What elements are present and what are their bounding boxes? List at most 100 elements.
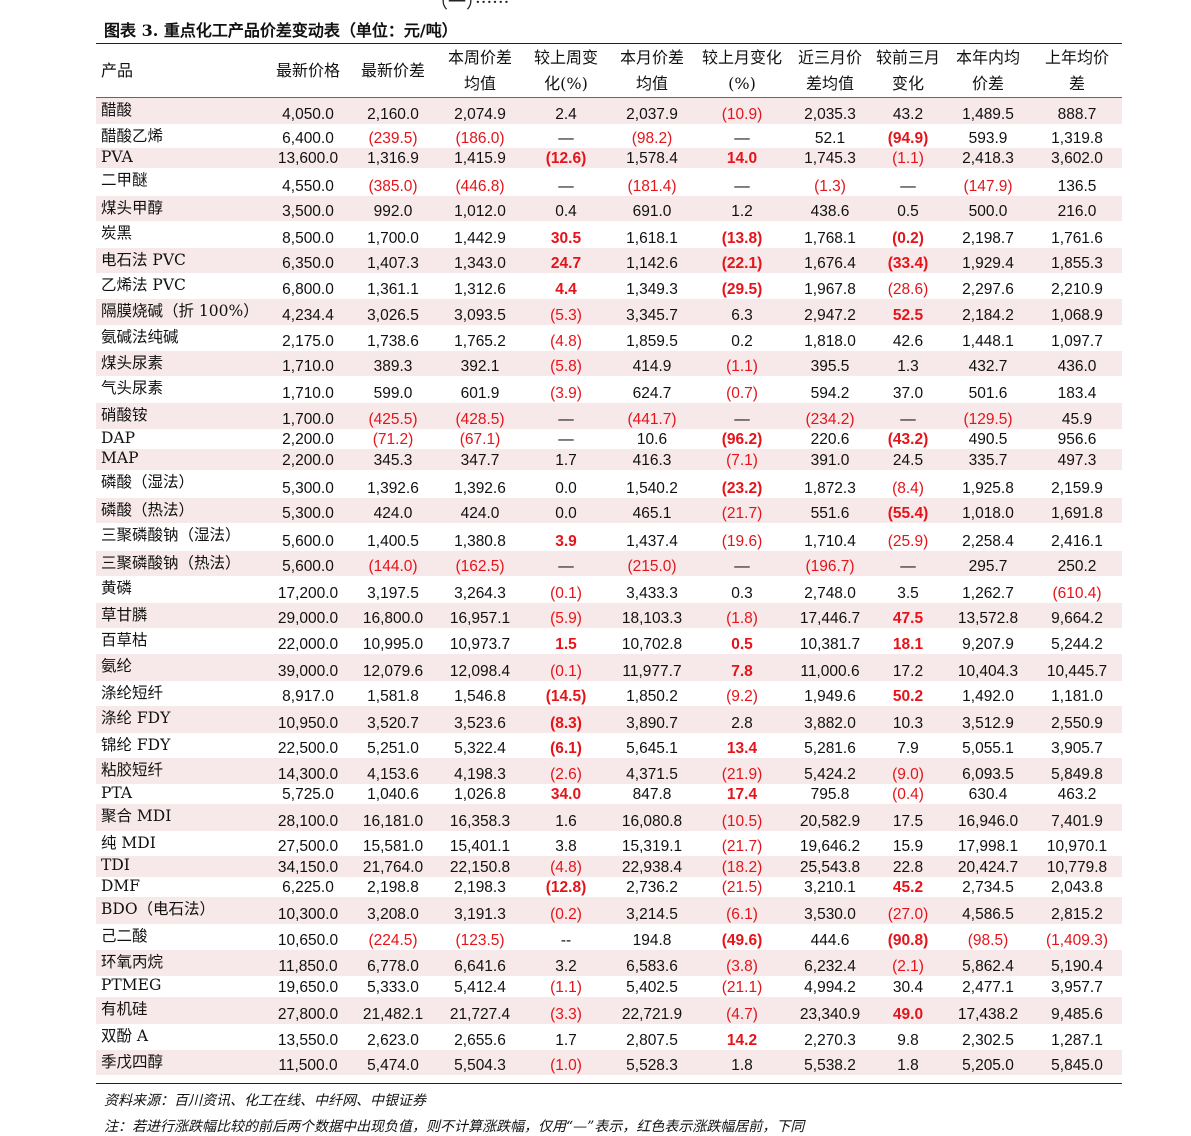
value-cell: (3.8) [696, 949, 788, 976]
value-cell: (2.1) [872, 949, 944, 976]
value-cell: 2,159.9 [1051, 479, 1103, 497]
value-cell: 10,970.1 [1046, 837, 1108, 855]
value-cell: — [872, 550, 944, 576]
value-cell: 795.8 [810, 785, 850, 803]
value-cell: 21,482.1 [350, 996, 436, 1024]
product-name-cell: 涤纶短纤 [101, 683, 164, 702]
value-cell: (55.4) [872, 497, 944, 523]
value-cell: 424.0 [436, 497, 524, 523]
value-cell: (123.5) [455, 931, 505, 949]
table-row: MAP 2,200.0 345.3 347.7 1.7 416.3 (7.1) 391.0 24… [96, 448, 1122, 470]
product-name-cell: 醋酸 [96, 97, 266, 124]
value-cell: 19,646.2 [799, 837, 861, 855]
value-cell: 3,530.0 [788, 896, 872, 924]
value-cell: 10,404.3 [944, 653, 1032, 681]
value-cell: 395.5 [788, 350, 872, 376]
value-cell: (4.7) [696, 996, 788, 1024]
value-cell: 5,244.2 [1051, 635, 1103, 653]
value-cell: (25.9) [887, 532, 929, 550]
product-name-cell: 三聚磷酸钠（湿法） [101, 525, 241, 544]
value-cell: (12.8) [545, 878, 587, 896]
value-cell: 16,181.0 [350, 803, 436, 831]
value-cell: 12,098.4 [436, 653, 524, 681]
column-header: 较前三月 变化 [872, 45, 944, 98]
product-name-cell: 二甲醚 [101, 170, 148, 189]
value-cell: 691.0 [608, 195, 696, 221]
value-cell: (1.8) [696, 602, 788, 628]
value-cell: 5,412.4 [454, 978, 506, 996]
value-cell: 10,973.7 [449, 635, 511, 653]
product-name-cell: 有机硅 [96, 996, 266, 1024]
value-cell: 1,068.9 [1032, 298, 1122, 325]
value-cell: 3,214.5 [608, 896, 696, 924]
value-cell: 956.6 [1057, 430, 1097, 448]
value-cell: 335.7 [944, 448, 1032, 470]
value-cell: 3,093.5 [436, 298, 524, 325]
column-header-line: 近三月价 [797, 48, 862, 67]
value-cell: 6,232.4 [788, 949, 872, 976]
value-cell: 463.2 [1057, 785, 1097, 803]
column-header-line: 本年内均 [955, 48, 1020, 67]
table-row: 纯 MDI 27,500.0 15,581.0 15,401.1 3.8 15,319.1… [96, 831, 1122, 856]
value-cell: 21,764.0 [350, 855, 436, 877]
value-cell: 22.8 [872, 855, 944, 877]
value-cell: 5,402.5 [626, 978, 678, 996]
value-cell: 2,198.7 [962, 229, 1014, 247]
value-cell: 1.8 [872, 1049, 944, 1075]
value-cell: 3,264.3 [454, 584, 506, 602]
value-cell: 4,234.4 [266, 298, 350, 325]
table-row: TDI 34,150.0 21,764.0 22,150.8 (4.8) 22,938.4… [96, 855, 1122, 877]
value-cell: 52.1 [814, 129, 846, 147]
value-cell: — [900, 177, 916, 195]
column-header-line: 较上周变 [533, 48, 598, 67]
value-cell: 2,748.0 [804, 584, 856, 602]
product-name-cell: 磷酸（热法） [96, 497, 266, 523]
value-cell: 1,738.6 [367, 332, 419, 350]
table-top-rule [96, 43, 1122, 44]
value-cell: (21.7) [696, 497, 788, 523]
value-cell: (98.2) [631, 129, 673, 147]
value-cell: 136.5 [1057, 177, 1097, 195]
value-cell: 1,448.1 [962, 332, 1014, 350]
value-cell: (6.1) [550, 739, 582, 757]
value-cell: 43.2 [872, 97, 944, 124]
value-cell: (14.5) [545, 687, 587, 705]
table-row: 醋酸 4,050.0 2,160.0 2,074.9 2.4 2,037.9 (10.9) 2… [96, 97, 1122, 124]
value-cell: 847.8 [632, 785, 672, 803]
value-cell: (21.9) [696, 757, 788, 784]
column-header-line: (%) [728, 74, 756, 93]
table-body: 醋酸 4,050.0 2,160.0 2,074.9 2.4 2,037.9 (10.9) 2… [96, 97, 1122, 1075]
value-cell: 2,734.5 [962, 878, 1014, 896]
value-cell: 2,297.6 [962, 280, 1014, 298]
value-cell: (8.3) [524, 705, 608, 733]
value-cell: 1,380.8 [454, 532, 506, 550]
table-row: 双酚 A 13,550.0 2,623.0 2,655.6 1.7 2,807.5 14.2… [96, 1024, 1122, 1050]
value-cell: — [558, 430, 574, 448]
value-cell: 392.1 [436, 350, 524, 376]
table-row: 二甲醚 4,550.0 (385.0) (446.8) — (181.4) — (1.3) — (… [96, 168, 1122, 196]
value-cell: 22,500.0 [277, 739, 339, 757]
value-cell: 10.3 [872, 705, 944, 733]
value-cell: 3,882.0 [788, 705, 872, 733]
table-row: 炭黑 8,500.0 1,700.0 1,442.9 30.5 1,618.1 (13.8)… [96, 221, 1122, 248]
value-cell: 250.2 [1032, 550, 1122, 576]
value-cell: 7,401.9 [1032, 803, 1122, 831]
value-cell: 2,200.0 [282, 430, 334, 448]
value-cell: (10.9) [696, 97, 788, 124]
value-cell: 16,080.8 [608, 803, 696, 831]
value-cell: (0.4) [892, 785, 924, 803]
product-name-cell: 季戊四醇 [96, 1049, 266, 1075]
table-row: 环氧丙烷 11,850.0 6,778.0 6,641.6 3.2 6,583.6 (3.8… [96, 949, 1122, 976]
product-name-cell: 双酚 A [101, 1026, 149, 1045]
table-row: BDO（电石法） 10,300.0 3,208.0 3,191.3 (0.2) 3,214… [96, 896, 1122, 924]
value-cell: 22,000.0 [277, 635, 339, 653]
value-cell: (6.1) [696, 896, 788, 924]
value-cell: 17.2 [872, 653, 944, 681]
value-cell: (33.4) [872, 247, 944, 273]
value-cell: 5,849.8 [1032, 757, 1122, 784]
value-cell: 436.0 [1032, 350, 1122, 376]
value-cell: 1,691.8 [1032, 497, 1122, 523]
product-name-cell: 硝酸铵 [96, 402, 266, 429]
table-row: 硝酸铵 1,700.0 (425.5) (428.5) — (441.7) — (234.2)… [96, 402, 1122, 429]
value-cell: 624.7 [632, 384, 672, 402]
